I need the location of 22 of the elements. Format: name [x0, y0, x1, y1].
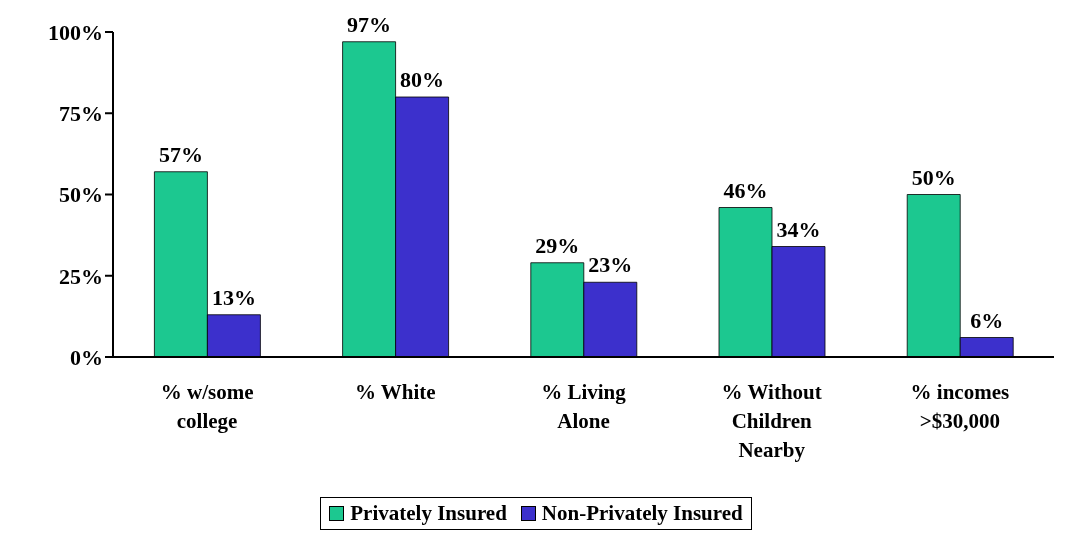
y-tick-label: 0%	[70, 344, 103, 370]
x-tick-label: % Without Children Nearby	[721, 380, 822, 462]
x-tick-label: % Living Alone	[541, 380, 627, 433]
data-label: 50%	[911, 164, 956, 190]
data-label: 13%	[211, 284, 256, 310]
data-label: 29%	[535, 232, 580, 258]
data-label: 6%	[970, 307, 1004, 333]
x-tick-label: % incomes >$30,000	[910, 380, 1010, 433]
y-tick-label: 25%	[59, 263, 103, 289]
x-tick-label: % White	[354, 380, 436, 404]
data-label: 34%	[776, 216, 821, 242]
data-label: 97%	[347, 11, 392, 37]
data-label: 80%	[400, 67, 445, 92]
data-label: 57%	[158, 141, 203, 167]
y-tick-label: 50%	[59, 182, 103, 208]
y-tick-label: 75%	[59, 101, 103, 127]
data-label: 46%	[723, 177, 768, 203]
data-label: 23%	[588, 252, 633, 278]
x-tick-label: % w/some college	[160, 380, 254, 433]
legend-label: Non-Privately Insured	[540, 501, 743, 526]
legend-label: Privately Insured	[349, 501, 507, 526]
y-tick-label: 100%	[48, 19, 103, 45]
